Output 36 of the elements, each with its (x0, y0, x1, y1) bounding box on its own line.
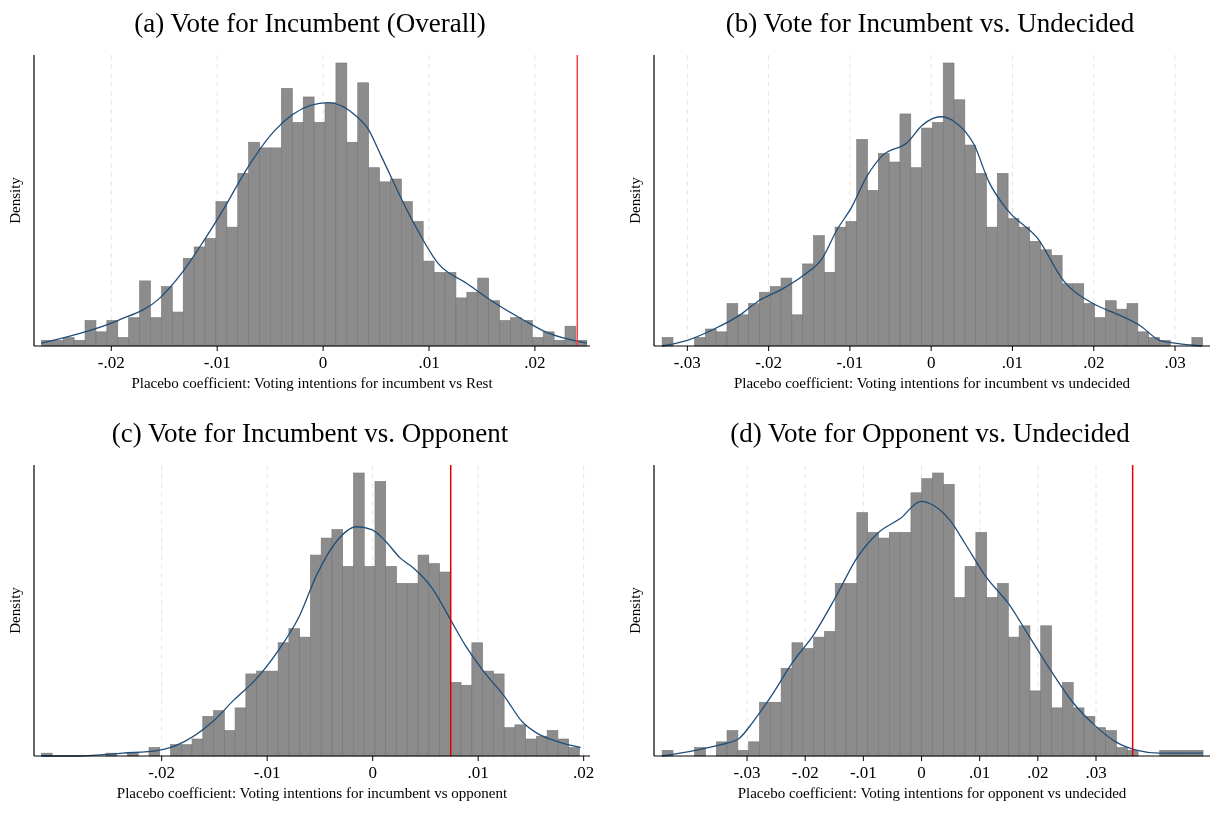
x-tick-label: -.01 (836, 353, 864, 372)
x-tick-label: .02 (524, 353, 546, 372)
y-axis-title: Density (627, 176, 643, 224)
chart-title: (a) Vote for Incumbent (Overall) (134, 8, 486, 38)
y-axis-title: Density (627, 586, 643, 634)
x-tick-label: -.01 (849, 763, 877, 782)
x-tick-label: .02 (1083, 353, 1105, 372)
x-tick-label: -.03 (733, 763, 761, 782)
x-tick-label: .02 (573, 763, 595, 782)
chart-title: (d) Vote for Opponent vs. Undecided (730, 418, 1131, 448)
x-axis-title: Placebo coefficient: Voting intentions for incumbent vs undecided (733, 375, 1131, 391)
y-axis-title: Density (7, 176, 23, 224)
x-tick-label: .01 (418, 353, 440, 372)
x-tick-label: -.02 (97, 353, 125, 372)
x-tick-label: -.01 (253, 763, 281, 782)
x-tick-label: -.02 (755, 353, 783, 372)
x-tick-label: .01 (467, 763, 489, 782)
x-tick-label: .01 (969, 763, 991, 782)
x-axis-title: Placebo coefficient: Voting intentions for opponent vs undecided (737, 785, 1127, 801)
y-axis-title: Density (7, 586, 23, 634)
x-axis-title: Placebo coefficient: Voting intentions for incumbent vs opponent (116, 785, 508, 801)
x-tick-label: -.02 (791, 763, 819, 782)
x-tick-label: 0 (318, 353, 328, 372)
x-tick-label: 0 (917, 763, 926, 782)
chart-title: (b) Vote for Incumbent vs. Undecided (725, 8, 1135, 38)
x-tick-label: -.02 (148, 763, 176, 782)
x-tick-label: 0 (926, 353, 936, 372)
x-tick-label: .03 (1085, 763, 1107, 782)
x-tick-label: 0 (368, 763, 377, 782)
x-tick-label: -.03 (673, 353, 701, 372)
x-tick-label: .01 (1001, 353, 1024, 372)
x-tick-label: .03 (1164, 353, 1186, 372)
x-axis-title: Placebo coefficient: Voting intentions for incumbent vs Rest (131, 375, 494, 391)
x-tick-label: .02 (1027, 763, 1049, 782)
chart-title: (c) Vote for Incumbent vs. Opponent (111, 418, 509, 448)
x-tick-label: -.01 (203, 353, 231, 372)
